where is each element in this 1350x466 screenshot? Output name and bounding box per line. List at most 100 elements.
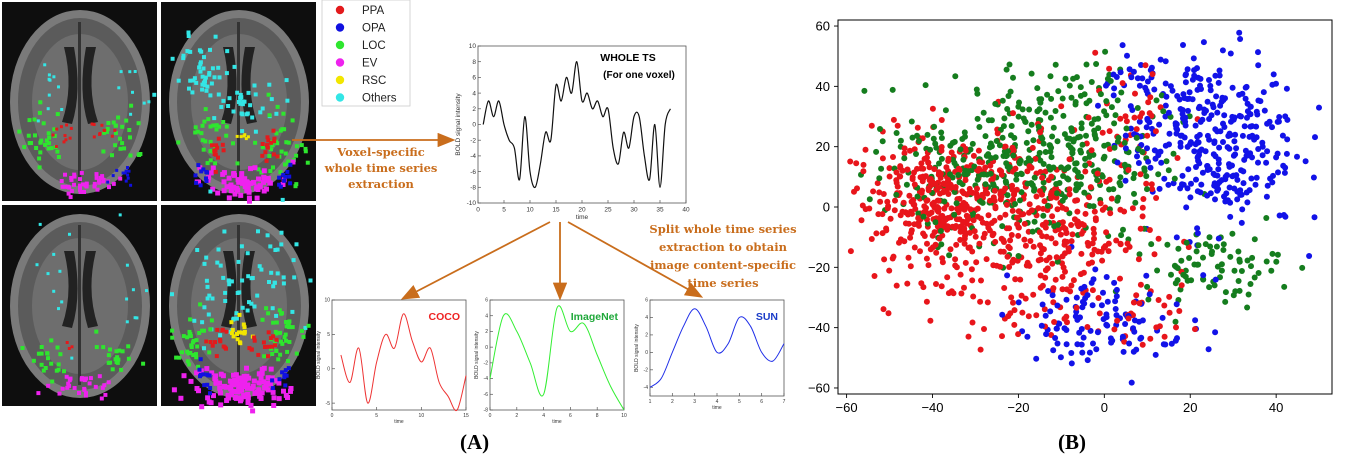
x-tick-label: 10	[419, 413, 425, 419]
scatter-point	[1049, 213, 1056, 220]
roi-voxel-ev	[244, 373, 250, 379]
roi-voxel-rsc	[241, 322, 246, 327]
scatter-point	[1100, 155, 1107, 162]
legend-marker-loc	[335, 40, 345, 50]
scatter-point	[993, 138, 1000, 144]
scatter-point	[1220, 241, 1227, 248]
scatter-point	[1017, 197, 1023, 204]
scatter-point	[877, 126, 883, 132]
roi-voxel-loc	[208, 124, 213, 129]
y-tick-label: −60	[808, 380, 830, 395]
roi-voxel-opa	[285, 169, 290, 174]
roi-voxel-loc	[188, 331, 193, 336]
scatter-point	[953, 200, 960, 207]
roi-voxel-ppa	[265, 143, 270, 148]
scatter-point	[1010, 74, 1016, 81]
scatter-point	[1247, 123, 1254, 130]
scatter-point	[968, 266, 975, 273]
scatter-point	[1244, 199, 1251, 206]
scatter-point	[1194, 225, 1201, 232]
roi-voxel-others	[191, 78, 196, 83]
scatter-point	[991, 187, 998, 194]
roi-voxel-ev	[250, 383, 256, 389]
brain-slice-top-left	[2, 2, 157, 201]
scatter-point	[1043, 331, 1050, 338]
scatter-point	[881, 256, 888, 263]
roi-voxel-loc	[52, 133, 57, 138]
scatter-point	[945, 191, 952, 197]
scatter-point	[1171, 175, 1178, 182]
scatter-point	[1082, 168, 1089, 175]
roi-voxel-loc	[106, 353, 111, 358]
scatter-point	[974, 205, 981, 212]
scatter-point	[1113, 286, 1120, 293]
scatter-point	[1202, 241, 1209, 248]
scatter-point	[1073, 181, 1080, 188]
roi-voxel-others	[246, 274, 251, 279]
scatter-point	[1094, 170, 1101, 177]
scatter-point	[862, 206, 869, 213]
roi-voxel-ev	[261, 174, 267, 180]
roi-voxel-loc	[116, 115, 121, 120]
roi-voxel-loc	[262, 354, 267, 359]
roi-voxel-loc	[294, 153, 299, 158]
scatter-point	[1118, 232, 1125, 239]
scatter-point	[1086, 153, 1093, 160]
roi-voxel-ppa	[252, 335, 257, 340]
roi-voxel-ev	[64, 374, 69, 379]
scatter-point	[1251, 236, 1258, 243]
roi-voxel-loc	[113, 123, 118, 128]
roi-voxel-ev	[261, 379, 267, 385]
roi-voxel-ev	[213, 378, 219, 384]
scatter-point	[1094, 177, 1101, 184]
scatter-point	[902, 220, 909, 227]
scatter-point	[1226, 184, 1233, 191]
scatter-point	[1122, 321, 1129, 327]
roi-voxel-opa	[197, 367, 202, 372]
scatter-point	[939, 232, 946, 239]
scatter-point	[1132, 90, 1138, 97]
roi-voxel-others	[265, 233, 270, 238]
scatter-point	[987, 162, 994, 169]
scatter-point	[992, 154, 999, 161]
scatter-point	[1165, 181, 1172, 188]
roi-voxel-loc	[104, 129, 109, 134]
roi-voxel-loc	[281, 111, 286, 116]
scatter-point	[953, 241, 960, 248]
scatter-point	[1302, 158, 1309, 165]
scatter-point	[1079, 349, 1086, 356]
scatter-point	[1097, 200, 1104, 207]
roi-voxel-loc	[115, 355, 120, 360]
scatter-point	[1120, 226, 1126, 233]
roi-voxel-ppa	[65, 123, 69, 127]
scatter-point	[1191, 72, 1198, 79]
scatter-point	[1139, 341, 1146, 348]
roi-voxel-ev	[256, 380, 262, 386]
scatter-point	[1192, 122, 1199, 129]
roi-voxel-ev	[239, 171, 245, 177]
roi-voxel-others	[48, 78, 52, 82]
scatter-point	[976, 124, 983, 130]
scatter-point	[1186, 89, 1193, 96]
scatter-point	[1229, 230, 1236, 237]
scatter-point	[907, 147, 913, 154]
roi-voxel-rsc	[246, 135, 250, 139]
roi-voxel-loc	[287, 340, 292, 344]
scatter-point	[1172, 318, 1179, 325]
roi-voxel-loc	[94, 345, 99, 350]
roi-voxel-ppa	[269, 140, 274, 145]
roi-voxel-others	[181, 56, 186, 61]
roi-voxel-ppa	[260, 142, 265, 146]
roi-voxel-others	[38, 222, 42, 226]
scatter-point	[1072, 160, 1079, 167]
scatter-point	[1037, 99, 1044, 106]
roi-voxel-ev	[239, 175, 245, 181]
scatter-point	[1142, 62, 1149, 69]
roi-voxel-loc	[49, 338, 54, 343]
roi-voxel-ev	[221, 384, 227, 390]
scatter-point	[1050, 124, 1057, 131]
roi-voxel-loc	[193, 130, 198, 135]
roi-voxel-loc	[279, 149, 284, 154]
roi-voxel-others	[290, 309, 295, 314]
scatter-point	[1017, 276, 1024, 283]
